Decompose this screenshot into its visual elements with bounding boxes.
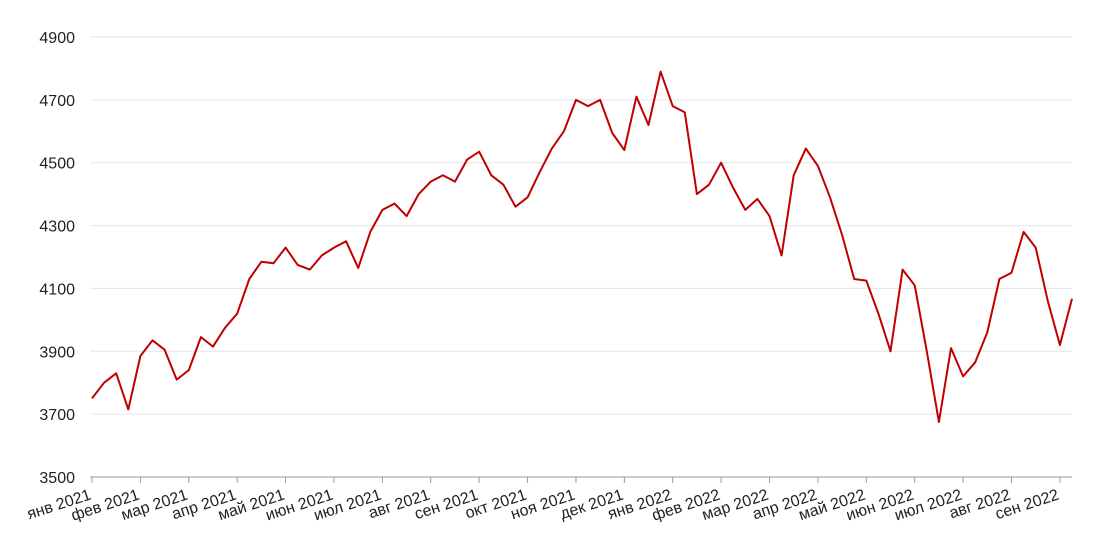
y-tick-label: 4100 [39, 281, 75, 298]
price-line [91, 70, 1073, 423]
y-tick-label: 3900 [39, 344, 75, 361]
y-tick-label: 3500 [39, 470, 75, 487]
y-tick-label: 3700 [39, 407, 75, 424]
y-tick-label: 4900 [39, 30, 75, 47]
y-tick-label: 4300 [39, 219, 75, 236]
y-tick-label: 4500 [39, 156, 75, 173]
y-tick-label: 4700 [39, 93, 75, 110]
